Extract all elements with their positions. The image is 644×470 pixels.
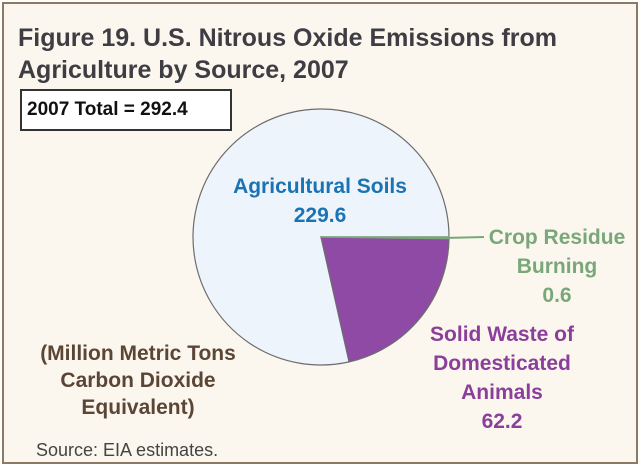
pie-slice-agricultural-soils — [192, 108, 450, 366]
slice-name: Agricultural Soils — [233, 175, 407, 198]
slice-value: 62.2 — [481, 410, 523, 433]
slice-name: Burning — [516, 255, 598, 278]
slice-label-agricultural-soils: Agricultural Soils 229.6 — [205, 172, 435, 230]
units-note: (Million Metric Tons Carbon Dioxide Equi… — [18, 340, 258, 421]
units-line: Carbon Dioxide — [60, 369, 216, 392]
slice-value: 0.6 — [542, 284, 572, 307]
units-line: Equivalent) — [81, 396, 195, 419]
slice-label-solid-waste: Solid Waste of Domesticated Animals 62.2 — [398, 320, 606, 436]
slice-value: 229.6 — [293, 204, 347, 227]
chart-title-line: Figure 19. U.S. Nitrous Oxide Emissions … — [18, 24, 558, 52]
slice-label-crop-residue-burning: Crop Residue Burning 0.6 — [468, 223, 644, 310]
slice-name: Solid Waste of — [430, 323, 574, 346]
crop-residue-leader-line — [448, 236, 485, 239]
pie-slice-solid-waste — [320, 236, 450, 363]
slice-name: Animals — [461, 381, 543, 404]
slice-name: Domesticated — [433, 352, 571, 375]
units-line: (Million Metric Tons — [40, 342, 236, 365]
chart-title: Figure 19. U.S. Nitrous Oxide Emissions … — [18, 22, 557, 86]
chart-frame: Figure 19. U.S. Nitrous Oxide Emissions … — [2, 2, 638, 464]
slice-name: Crop Residue — [488, 226, 626, 249]
source-note: Source: EIA estimates. — [36, 440, 219, 460]
total-box: 2007 Total = 292.4 — [20, 89, 232, 131]
chart-title-line: Agriculture by Source, 2007 — [18, 56, 349, 84]
